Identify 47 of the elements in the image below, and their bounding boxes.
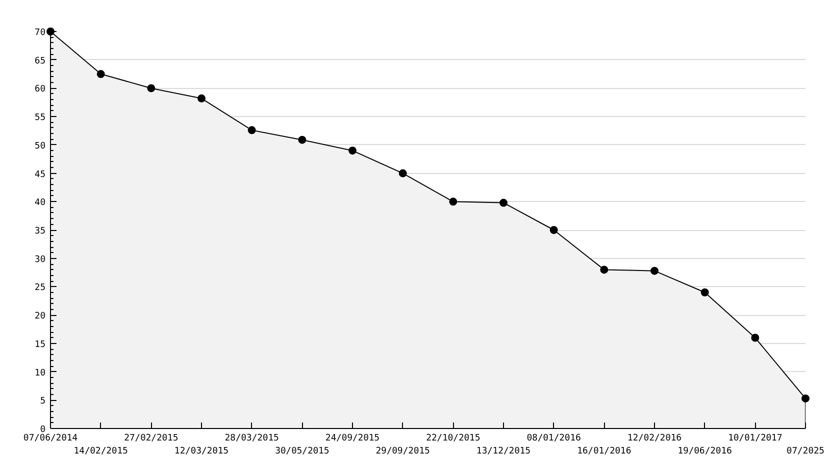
y-tick-label: 35 <box>34 226 46 236</box>
point <box>398 169 407 178</box>
x-tick-label: 07/06/2014 <box>23 434 78 444</box>
y-tick-label: 55 <box>34 113 46 124</box>
x-tick-label: 10/01/2017 <box>728 434 782 444</box>
x-tick-label: 12/02/2016 <box>627 434 682 444</box>
x-tick-label: 16/01/2016 <box>577 446 632 456</box>
y-tick-label: 10 <box>34 368 46 378</box>
y-tick-label: 40 <box>34 198 46 208</box>
x-tick-label: 19/06/2016 <box>678 446 732 456</box>
x-tick-label: 08/01/2016 <box>526 434 581 444</box>
point <box>449 198 458 206</box>
point <box>550 226 558 234</box>
y-tick-label: 5 <box>40 396 46 407</box>
y-tick-label: 65 <box>34 56 46 66</box>
y-tick-label: 50 <box>34 141 46 152</box>
x-tick-label: 12/03/2015 <box>174 446 229 456</box>
x-tick-label: 07/2025 <box>786 446 824 456</box>
point <box>650 266 658 275</box>
point <box>96 70 105 78</box>
x-tick-label: 28/03/2015 <box>224 434 279 444</box>
y-tick-label: 45 <box>34 170 46 180</box>
x-tick-label: 22/10/2015 <box>426 434 480 444</box>
y-tick-label: 0 <box>40 425 46 435</box>
x-tick-label: 27/02/2015 <box>124 434 178 444</box>
point <box>751 334 760 342</box>
point <box>600 266 608 274</box>
y-tick-label: 20 <box>34 312 46 322</box>
y-tick-label: 70 <box>34 28 46 38</box>
point <box>500 198 508 207</box>
point <box>348 146 356 155</box>
point <box>298 136 306 144</box>
x-tick-label: 30/05/2015 <box>275 446 330 456</box>
y-tick-label: 30 <box>34 254 46 265</box>
x-tick-label: 14/02/2015 <box>74 446 128 456</box>
x-tick-label: 24/09/2015 <box>325 434 380 444</box>
y-tick-label: 25 <box>34 283 46 294</box>
y-tick-label: 15 <box>34 340 46 350</box>
y-tick-label: 60 <box>34 84 46 95</box>
point <box>198 94 206 102</box>
point <box>700 288 709 296</box>
x-tick-label: 13/12/2015 <box>476 446 531 456</box>
point <box>46 28 54 36</box>
x-tick-label: 29/09/2015 <box>376 446 430 456</box>
point <box>147 84 156 92</box>
point <box>802 394 810 402</box>
point <box>248 126 256 134</box>
